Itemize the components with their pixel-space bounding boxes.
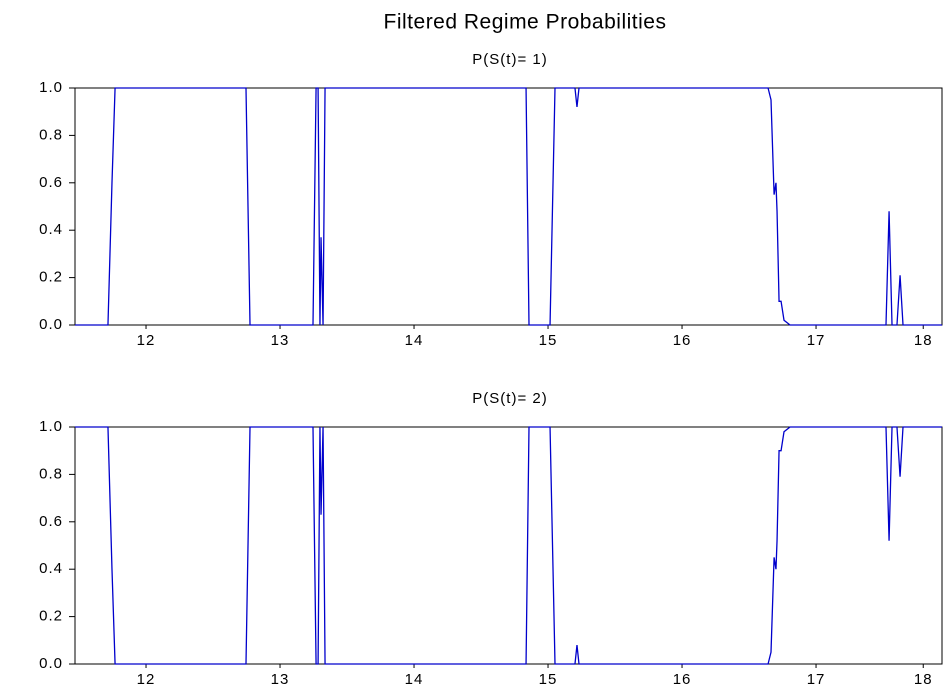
y-tick-label: 0.8 [39, 126, 63, 143]
panel-title: P(S(t)= 1) [472, 51, 547, 68]
x-tick-label: 15 [539, 332, 558, 349]
x-tick-label: 14 [405, 332, 424, 349]
x-tick-label: 12 [137, 332, 156, 349]
y-tick-label: 0.4 [39, 221, 63, 238]
series-line [75, 87, 942, 326]
y-tick-label: 0.0 [39, 316, 63, 333]
y-tick-label: 0.6 [39, 513, 63, 530]
panel-title: P(S(t)= 2) [472, 390, 547, 407]
y-tick-label: 0.4 [39, 560, 63, 577]
y-tick-label: 0.6 [39, 174, 63, 191]
x-tick-label: 13 [271, 332, 290, 349]
chart-title: Filtered Regime Probabilities [384, 11, 667, 34]
y-tick-label: 0.8 [39, 465, 63, 482]
x-tick-label: 12 [137, 671, 156, 686]
x-tick-label: 15 [539, 671, 558, 686]
series-line [75, 426, 942, 665]
x-tick-label: 16 [673, 332, 692, 349]
y-tick-label: 1.0 [39, 418, 63, 435]
x-tick-label: 18 [914, 671, 933, 686]
y-tick-label: 0.0 [39, 655, 63, 672]
y-tick-label: 0.2 [39, 608, 63, 625]
x-tick-label: 17 [807, 332, 826, 349]
x-tick-label: 14 [405, 671, 424, 686]
y-tick-label: 0.2 [39, 269, 63, 286]
plot-frame [74, 87, 943, 326]
x-tick-label: 16 [673, 671, 692, 686]
plot-frame [74, 426, 943, 665]
x-tick-label: 18 [914, 332, 933, 349]
x-tick-label: 13 [271, 671, 290, 686]
y-tick-label: 1.0 [39, 79, 63, 96]
x-tick-label: 17 [807, 671, 826, 686]
